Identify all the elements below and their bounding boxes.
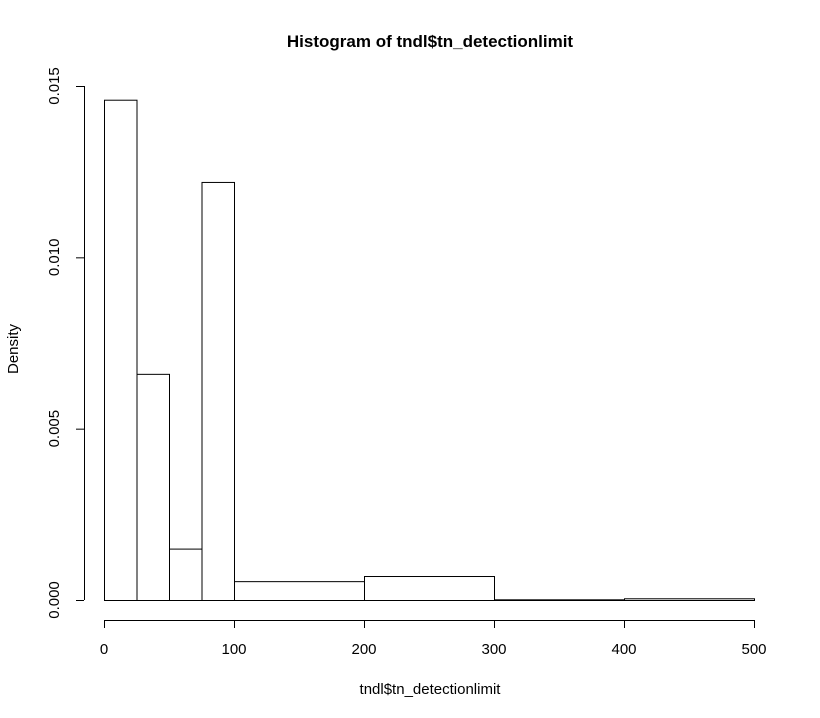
- histogram-bar: [494, 599, 625, 601]
- chart-title: Histogram of tndl$tn_detectionlimit: [287, 32, 574, 51]
- x-axis: 0 100 200 300 400 500: [100, 620, 767, 658]
- histogram-bar: [624, 598, 755, 602]
- y-tick-label: 0.010: [46, 239, 63, 277]
- x-axis-label: tndl$tn_detectionlimit: [360, 681, 502, 698]
- x-tick-label: 300: [481, 641, 506, 658]
- x-tick-label: 400: [611, 641, 636, 658]
- x-tick-label: 100: [221, 641, 246, 658]
- histogram-bar: [234, 581, 365, 601]
- histogram-bar: [201, 181, 235, 602]
- bars-group: [104, 99, 755, 602]
- y-axis-label: Density: [5, 323, 22, 374]
- histogram-bar: [136, 373, 170, 601]
- x-tick-label: 500: [741, 641, 766, 658]
- y-tick-label: 0.005: [46, 410, 63, 448]
- histogram-bar: [364, 576, 495, 601]
- y-tick-label: 0.000: [46, 581, 63, 619]
- histogram-bar: [169, 548, 203, 601]
- y-tick-label: 0.015: [46, 67, 63, 105]
- histogram-bar: [104, 99, 138, 601]
- y-axis: 0.000 0.005 0.010 0.015: [46, 67, 85, 619]
- x-tick-label: 200: [351, 641, 376, 658]
- x-tick-label: 0: [100, 641, 108, 658]
